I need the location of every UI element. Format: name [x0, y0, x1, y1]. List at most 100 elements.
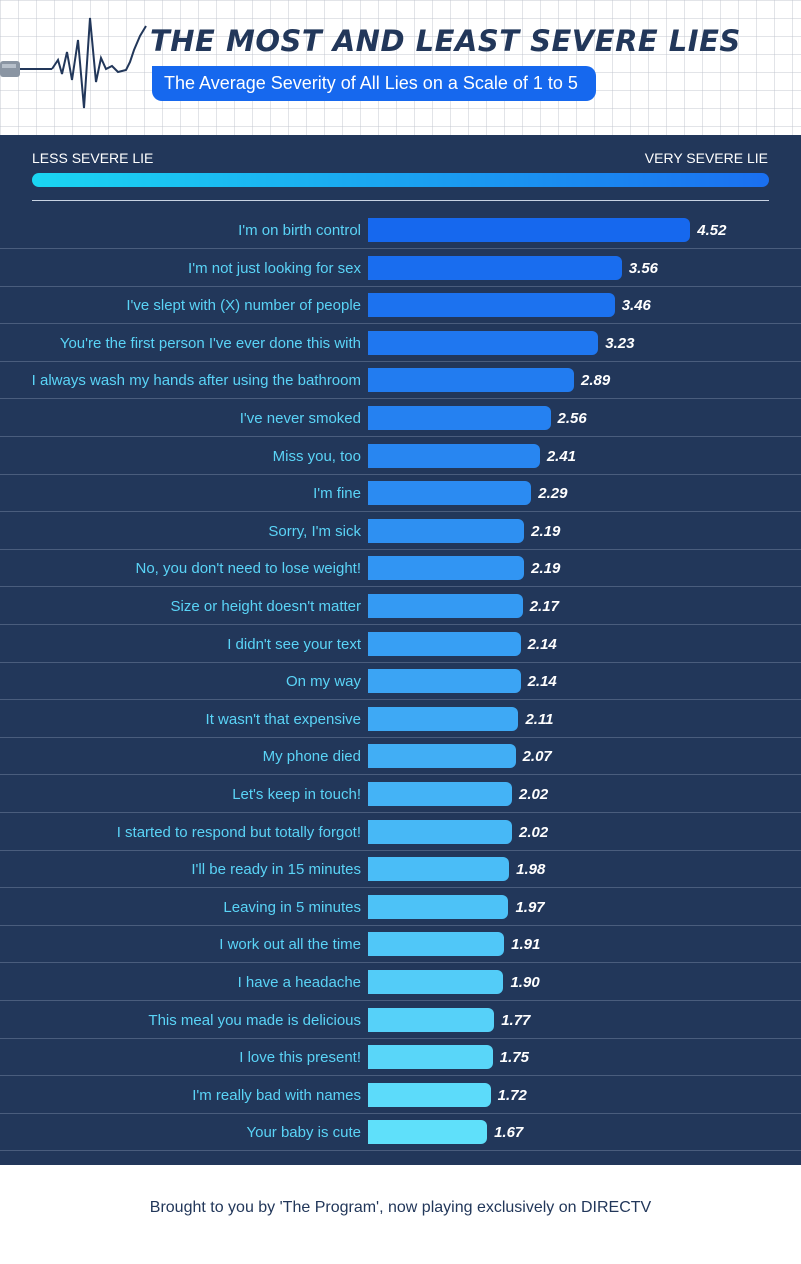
bar-row: I've never smoked 2.56: [0, 400, 801, 437]
bar: [368, 1007, 495, 1032]
bar: [368, 857, 510, 882]
bar-row: This meal you made is delicious 1.77: [0, 1002, 801, 1039]
bar: [368, 518, 525, 543]
bar: [368, 368, 575, 393]
data-label: 1.77: [501, 1011, 531, 1029]
bar: [368, 406, 551, 430]
data-label: 1.91: [511, 936, 541, 954]
legend-very-severe-label: VERY SEVERE LIE: [644, 150, 768, 166]
category-label: I love this present!: [239, 1049, 361, 1067]
bar-row: Your baby is cute 1.67: [0, 1114, 801, 1152]
bar-row: I have a headache 1.90: [0, 964, 801, 1001]
row-separator: [0, 511, 801, 513]
category-label: Miss you, too: [272, 447, 361, 465]
data-label: 2.89: [581, 372, 611, 390]
category-label: Your baby is cute: [246, 1124, 361, 1142]
row-separator: [0, 887, 801, 889]
category-label: I'm fine: [313, 485, 361, 503]
data-label: 4.52: [697, 222, 727, 239]
row-separator: [0, 736, 801, 738]
data-label: 2.19: [531, 560, 561, 578]
category-label: I'm not just looking for sex: [188, 259, 361, 277]
bar-row: Sorry, I'm sick 2.19: [0, 513, 801, 550]
row-separator: [0, 586, 801, 588]
data-label: 2.41: [546, 447, 577, 465]
bar: [368, 443, 540, 468]
category-label: You're the first person I've ever done t…: [59, 334, 361, 352]
data-label: 2.02: [519, 823, 549, 841]
footer-credit: Brought to you by 'The Program', now pla…: [149, 1199, 652, 1216]
bar-row: I'm really bad with names 1.72: [0, 1077, 801, 1114]
bar: [368, 782, 513, 806]
bar-row: I love this present! 1.75: [0, 1039, 801, 1077]
bar: [368, 1120, 488, 1145]
bar-row: I'm fine 2.29: [0, 475, 801, 513]
row-separator: [0, 661, 801, 663]
row-separator: [0, 473, 801, 475]
chart-title: THE MOST AND LEAST SEVERE LIES: [150, 24, 741, 58]
row-separator: [0, 1150, 801, 1152]
bar: [368, 819, 513, 844]
bar: [368, 669, 521, 694]
severity-gradient-bar: [32, 173, 769, 187]
bar-row: Let's keep in touch! 2.02: [0, 776, 801, 813]
chart-panel: LESS SEVERE LIE VERY SEVERE LIE I'm on b…: [0, 135, 801, 1165]
bar: [368, 330, 599, 355]
divider: [32, 200, 769, 201]
data-label: 2.14: [527, 673, 557, 691]
bar-row: I've slept with (X) number of people 3.46: [0, 287, 801, 325]
category-label: I didn't see your text: [227, 635, 361, 653]
bar: [368, 970, 504, 994]
data-label: 1.75: [499, 1049, 529, 1067]
data-label: 3.56: [628, 259, 659, 277]
category-label: I've never smoked: [239, 410, 361, 427]
category-label: I have a headache: [237, 974, 361, 991]
category-label: No, you don't need to lose weight!: [135, 560, 361, 578]
bar-row: Size or height doesn't matter 2.17: [0, 588, 801, 625]
category-label: I'm on birth control: [238, 222, 361, 239]
category-label: I always wash my hands after using the b…: [31, 372, 361, 390]
bar-row: No, you don't need to lose weight! 2.19: [0, 550, 801, 588]
bar-row: I started to respond but totally forgot!…: [0, 814, 801, 851]
data-label: 1.72: [497, 1086, 527, 1104]
bar: [368, 1045, 493, 1070]
bar: [368, 744, 516, 769]
subtitle-banner: The Average Severity of All Lies on a Sc…: [152, 66, 596, 101]
row-separator: [0, 1075, 801, 1077]
data-label: 1.90: [510, 974, 540, 991]
row-separator: [0, 323, 801, 325]
row-separator: [0, 248, 801, 249]
bar-row: I always wash my hands after using the b…: [0, 362, 801, 400]
row-separator: [0, 962, 801, 964]
heartbeat-icon: [0, 17, 147, 109]
bar-row: I'm not just looking for sex 3.56: [0, 250, 801, 287]
data-label: 2.02: [519, 786, 549, 803]
data-label: 2.29: [538, 485, 568, 503]
row-separator: [0, 1000, 801, 1001]
row-separator: [0, 1112, 801, 1114]
data-label: 2.07: [522, 748, 552, 766]
row-separator: [0, 436, 801, 437]
category-label: This meal you made is delicious: [148, 1011, 361, 1029]
category-label: I'm really bad with names: [192, 1086, 361, 1104]
row-separator: [0, 774, 801, 776]
bar: [368, 1082, 491, 1107]
data-label: 2.56: [557, 410, 587, 427]
category-label: Size or height doesn't matter: [170, 598, 361, 615]
chart-subtitle: The Average Severity of All Lies on a Sc…: [164, 73, 578, 93]
category-label: Let's keep in touch!: [232, 786, 361, 803]
data-label: 3.23: [605, 334, 635, 352]
bar: [368, 706, 519, 731]
bar-row: It wasn't that expensive 2.11: [0, 701, 801, 738]
data-label: 1.67: [494, 1124, 524, 1142]
data-label: 2.11: [525, 710, 554, 728]
bar-row: My phone died 2.07: [0, 738, 801, 776]
bar: [368, 631, 521, 656]
bar: [368, 293, 615, 318]
row-separator: [0, 360, 801, 362]
header: THE MOST AND LEAST SEVERE LIES The Avera…: [0, 0, 801, 135]
bar: [368, 556, 525, 581]
category-label: Leaving in 5 minutes: [223, 898, 361, 916]
data-label: 3.46: [621, 297, 651, 315]
data-label: 2.19: [531, 522, 561, 540]
